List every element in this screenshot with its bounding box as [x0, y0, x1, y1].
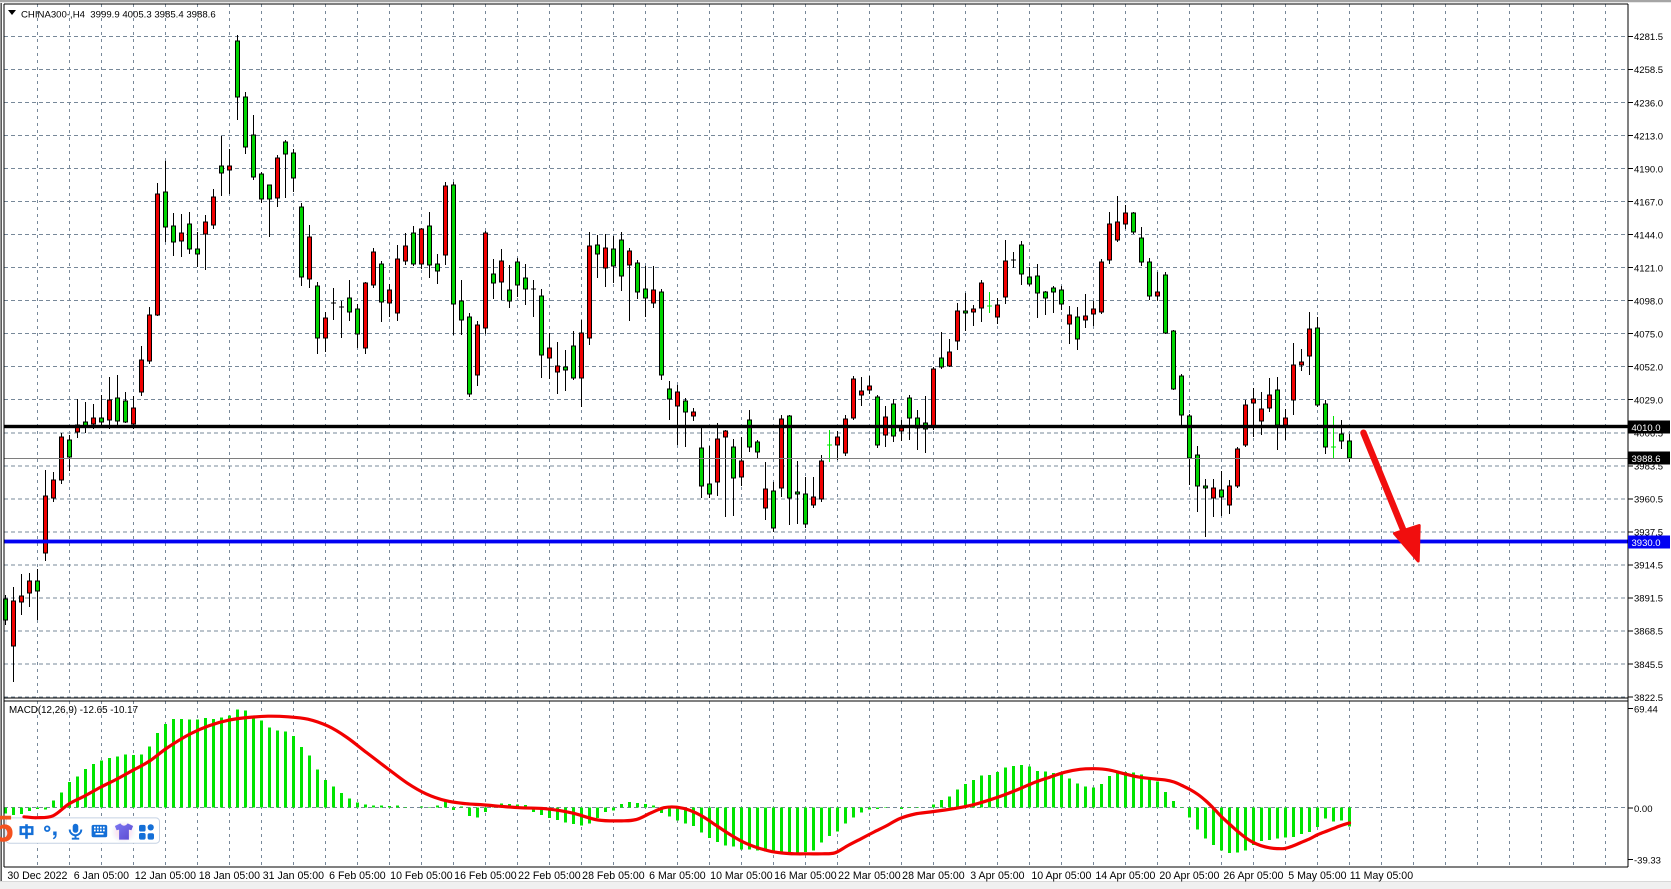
svg-text:4281.5: 4281.5: [1634, 32, 1663, 43]
svg-text:4258.5: 4258.5: [1634, 65, 1663, 76]
svg-text:12 Jan 05:00: 12 Jan 05:00: [135, 870, 196, 882]
svg-text:20 Apr 05:00: 20 Apr 05:00: [1159, 870, 1219, 882]
svg-text:3988.6: 3988.6: [1632, 454, 1661, 465]
svg-text:CHINA300-,H4 3999.9 4005.3 39: CHINA300-,H4 3999.9 4005.3 3985.4 3988.6: [21, 10, 216, 21]
svg-text:11 May 05:00: 11 May 05:00: [1350, 870, 1414, 882]
svg-text:4052.0: 4052.0: [1634, 363, 1663, 374]
svg-text:10 Mar 05:00: 10 Mar 05:00: [710, 870, 773, 882]
svg-text:3983.5: 3983.5: [1634, 462, 1663, 473]
svg-text:3891.5: 3891.5: [1634, 594, 1663, 605]
svg-text:10 Apr 05:00: 10 Apr 05:00: [1031, 870, 1091, 882]
svg-text:4010.0: 4010.0: [1632, 423, 1661, 434]
svg-text:3845.5: 3845.5: [1634, 660, 1663, 671]
svg-text:5: 5: [0, 809, 14, 850]
svg-text:3930.0: 3930.0: [1632, 538, 1661, 549]
svg-text:28 Mar 05:00: 28 Mar 05:00: [902, 870, 965, 882]
svg-text:4144.0: 4144.0: [1634, 230, 1663, 241]
svg-text:31 Jan 05:00: 31 Jan 05:00: [263, 870, 324, 882]
svg-text:16 Feb 05:00: 16 Feb 05:00: [454, 870, 517, 882]
svg-text:4121.0: 4121.0: [1634, 263, 1663, 274]
svg-text:6 Feb 05:00: 6 Feb 05:00: [329, 870, 386, 882]
svg-text:3914.5: 3914.5: [1634, 561, 1663, 572]
svg-text:30 Dec 2022: 30 Dec 2022: [7, 870, 67, 882]
svg-text:69.44: 69.44: [1634, 704, 1658, 715]
svg-text:4098.0: 4098.0: [1634, 296, 1663, 307]
svg-text:3 Apr 05:00: 3 Apr 05:00: [970, 870, 1024, 882]
svg-text:5 May 05:00: 5 May 05:00: [1288, 870, 1346, 882]
svg-text:26 Apr 05:00: 26 Apr 05:00: [1223, 870, 1283, 882]
svg-text:16 Mar 05:00: 16 Mar 05:00: [774, 870, 837, 882]
svg-text:10 Feb 05:00: 10 Feb 05:00: [390, 870, 453, 882]
svg-text:0.00: 0.00: [1634, 804, 1653, 815]
svg-text:3960.5: 3960.5: [1634, 495, 1663, 506]
svg-text:-39.33: -39.33: [1634, 855, 1661, 866]
svg-text:14 Apr 05:00: 14 Apr 05:00: [1095, 870, 1155, 882]
svg-text:28 Feb 05:00: 28 Feb 05:00: [582, 870, 645, 882]
svg-text:3822.5: 3822.5: [1634, 693, 1663, 704]
svg-text:4075.0: 4075.0: [1634, 330, 1663, 341]
svg-text:22 Mar 05:00: 22 Mar 05:00: [838, 870, 901, 882]
svg-text:6 Mar 05:00: 6 Mar 05:00: [649, 870, 706, 882]
svg-text:4190.0: 4190.0: [1634, 164, 1663, 175]
svg-text:3868.5: 3868.5: [1634, 627, 1663, 638]
svg-text:4167.0: 4167.0: [1634, 197, 1663, 208]
svg-text:4213.0: 4213.0: [1634, 131, 1663, 142]
svg-text:4006.5: 4006.5: [1634, 429, 1663, 440]
svg-text:MACD(12,26,9) -12.65 -10.17: MACD(12,26,9) -12.65 -10.17: [9, 705, 138, 716]
svg-text:22 Feb 05:00: 22 Feb 05:00: [518, 870, 581, 882]
svg-text:3937.5: 3937.5: [1634, 528, 1663, 539]
svg-text:4029.0: 4029.0: [1634, 396, 1663, 407]
svg-text:4236.0: 4236.0: [1634, 98, 1663, 109]
svg-text:6 Jan 05:00: 6 Jan 05:00: [74, 870, 129, 882]
svg-text:18 Jan 05:00: 18 Jan 05:00: [199, 870, 260, 882]
